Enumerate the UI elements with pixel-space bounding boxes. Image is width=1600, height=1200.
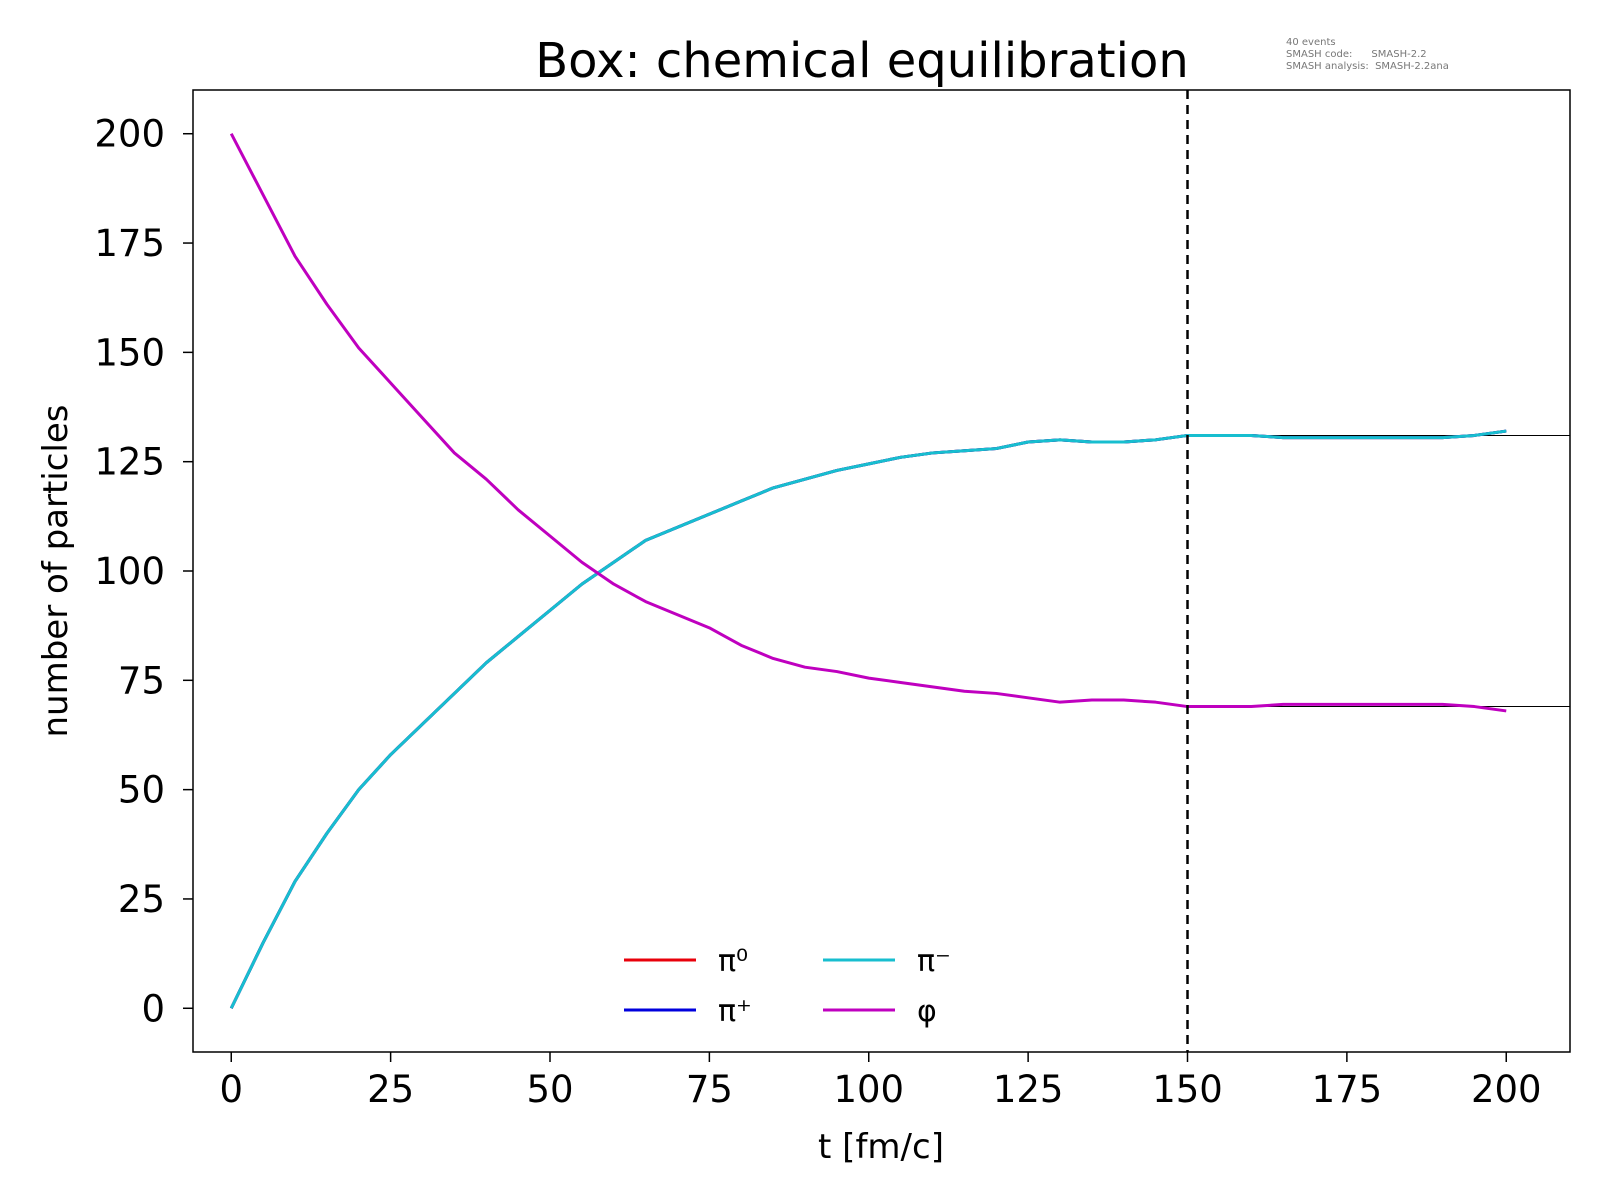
y-tick-label: 50 (118, 769, 165, 812)
info-line-events: 40 events (1286, 37, 1336, 48)
x-tick-label: 75 (686, 1068, 733, 1111)
series-line (229, 429, 1507, 1009)
legend: π⁰ π⁺ π⁻ φ (624, 944, 951, 1029)
y-tick-label: 175 (94, 222, 165, 265)
y-axis-label: number of particles (36, 404, 76, 737)
legend-label: π⁺ (718, 994, 752, 1029)
info-line-analysis: SMASH analysis: SMASH-2.2ana (1286, 61, 1449, 72)
info-line-code: SMASH code: SMASH-2.2 (1286, 49, 1427, 60)
y-tick-label: 150 (94, 331, 165, 374)
run-info: 40 events SMASH code: SMASH-2.2 SMASH an… (1286, 37, 1449, 72)
legend-label: π⁻ (917, 944, 951, 979)
plot-layer (229, 90, 1570, 1052)
series-line (229, 429, 1507, 1009)
legend-label: φ (917, 994, 937, 1029)
y-tick-label: 0 (141, 987, 165, 1030)
chart-title: Box: chemical equilibration (535, 33, 1188, 89)
y-tick-label: 25 (118, 878, 165, 921)
x-tick-label: 175 (1312, 1068, 1383, 1111)
x-tick-label: 125 (993, 1068, 1064, 1111)
x-tick-label: 100 (833, 1068, 904, 1111)
legend-label: π⁰ (718, 944, 748, 979)
y-tick-label: 200 (94, 113, 165, 156)
x-tick-label: 50 (526, 1068, 573, 1111)
series-line (229, 133, 1507, 713)
x-tick-label: 25 (367, 1068, 414, 1111)
x-axis-label: t [fm/c] (818, 1127, 944, 1167)
y-tick-label: 75 (118, 659, 165, 702)
x-tick-label: 150 (1152, 1068, 1223, 1111)
y-tick-label: 100 (94, 550, 165, 593)
x-tick-label: 0 (219, 1068, 243, 1111)
x-axis: 0 25 50 75 100 125 150 175 200 (219, 1052, 1542, 1111)
plot-frame (192, 89, 1571, 1053)
y-tick-label: 125 (94, 441, 165, 484)
y-axis: 0 25 50 75 100 125 150 175 200 (94, 113, 193, 1030)
series-line (229, 429, 1507, 1009)
x-tick-label: 200 (1471, 1068, 1542, 1111)
